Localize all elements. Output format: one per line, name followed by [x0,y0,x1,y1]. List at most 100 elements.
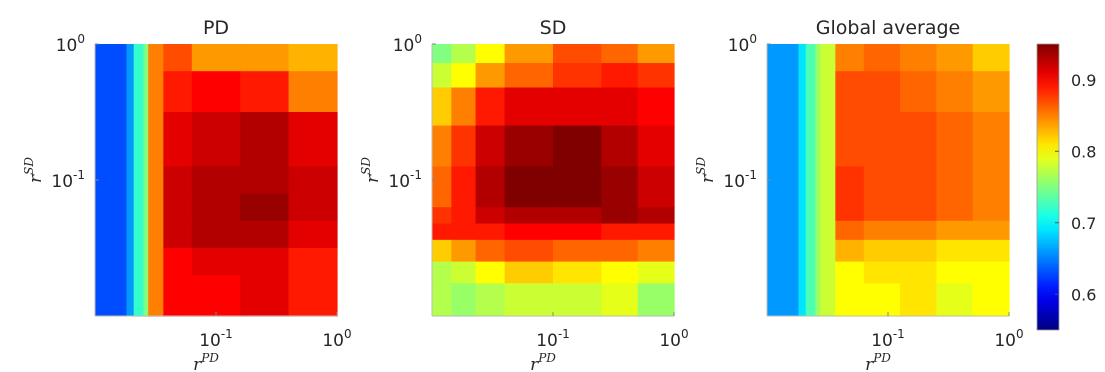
heatmap-cell [637,166,675,208]
heatmap-cell [451,283,477,316]
heatmap-cell [936,283,974,317]
heatmap-cell [288,220,338,249]
colorbar: 0.6 0.7 0.8 0.9 [1036,43,1096,331]
heatmap-cell [637,207,675,225]
heatmap-column [815,44,821,316]
heatmap-cell [504,125,554,167]
x-axis-label: rPD [865,351,891,372]
heatmap-cell [900,261,937,284]
y-tick-label-sup: 0 [414,32,422,46]
heatmap-cell [553,44,602,64]
heatmap-cells [432,44,675,317]
heatmap-cell [863,112,901,167]
heatmap-cell [475,207,506,225]
heatmap-cell [240,220,290,249]
y-axis-label-group: rSD [694,157,718,183]
heatmap-cell [191,193,241,222]
heatmap-column [133,44,144,316]
heatmap-cell [475,63,506,89]
y-tick-label-sup: -1 [410,168,422,182]
heatmap-cell [475,261,506,284]
heatmap-cell [936,220,974,241]
heatmap-cell [900,166,937,222]
heatmap-cell [191,275,241,317]
heatmap-cell [834,220,865,241]
heatmap-cell [972,71,1010,113]
y-axis-label: rSD [694,157,718,183]
heatmap-cell [972,220,1010,241]
y-tick-label: 100 [728,32,757,56]
heatmap-cell [475,87,506,127]
heatmap-cell [601,283,639,316]
heatmap-cell [936,112,974,167]
heatmap-cell [637,283,675,316]
heatmap-cell [900,239,937,263]
x-tick-label-base: 10 [871,331,893,351]
heatmap-cell [553,87,602,127]
x-tick-label: 100 [994,327,1023,351]
x-tick-label-base: 10 [536,331,558,351]
heatmap-cell [553,261,602,284]
heatmap-cell [900,44,937,72]
heatmap-cell [553,166,602,208]
x-tick-label: 10-1 [536,327,570,351]
heatmap-cell [504,207,554,225]
heatmap-cell [475,44,506,64]
heatmap-cell [191,220,241,249]
x-axis-label-sup: PD [200,351,219,365]
colorbar-tick-label: 0.7 [1071,214,1096,233]
heatmap-cell [162,248,193,276]
y-axis-label-base: r [26,174,46,183]
heatmap-cell [451,223,477,241]
heatmap-cell [863,220,901,241]
y-axis-label-group: rSD [359,157,383,183]
heatmap-cell [601,261,639,284]
heatmap-column [767,44,800,316]
heatmap-cell [432,63,452,89]
heatmap-cell [288,275,338,317]
heatmap-cell [288,166,338,195]
heatmap-cell [475,125,506,167]
x-axis-label: rPD [530,351,556,372]
heatmap-cell [936,261,974,284]
heatmap-cell [900,220,937,241]
heatmap-cell [240,44,290,72]
x-tick-label: 100 [659,327,688,351]
heatmap-cell [504,87,554,127]
heatmap-cell [972,44,1010,72]
heatmap-column [148,44,164,316]
x-axis-label-sup: PD [537,351,556,365]
heatmap-cell [162,112,193,167]
heatmap-cell [863,166,901,222]
x-tick-label: 10-1 [871,327,905,351]
heatmap-column [820,44,836,316]
heatmap-cell [504,44,554,64]
y-tick-label-base: 10 [388,172,410,192]
heatmap-cell [162,71,193,113]
heatmap-cell [834,239,865,263]
y-tick-label: 10-1 [51,168,85,192]
heatmap-cell [240,193,290,222]
y-tick-label-base: 10 [723,172,745,192]
y-tick-label-base: 10 [393,36,415,56]
x-tick-label-base: 10 [994,331,1016,351]
heatmap-cell [972,261,1010,284]
chart-title: PD [203,17,229,39]
heatmap-cell [972,166,1010,222]
heatmap-cell [834,112,865,167]
heatmap-cell [191,71,241,113]
y-tick-label: 10-1 [388,168,422,192]
heatmap-cell [475,283,506,316]
heatmap-cell [432,125,452,167]
heatmap-column [95,44,128,316]
heatmap-cell [240,71,290,113]
heatmap-cell [432,207,452,225]
x-tick-label-sup: -1 [221,327,233,341]
heatmap-cell [834,261,865,284]
x-tick-label-sup: 0 [681,327,689,341]
y-tick-label: 100 [56,32,85,56]
heatmap-cell [601,239,639,263]
heatmap-cell [432,166,452,208]
heatmap-cell [240,112,290,167]
